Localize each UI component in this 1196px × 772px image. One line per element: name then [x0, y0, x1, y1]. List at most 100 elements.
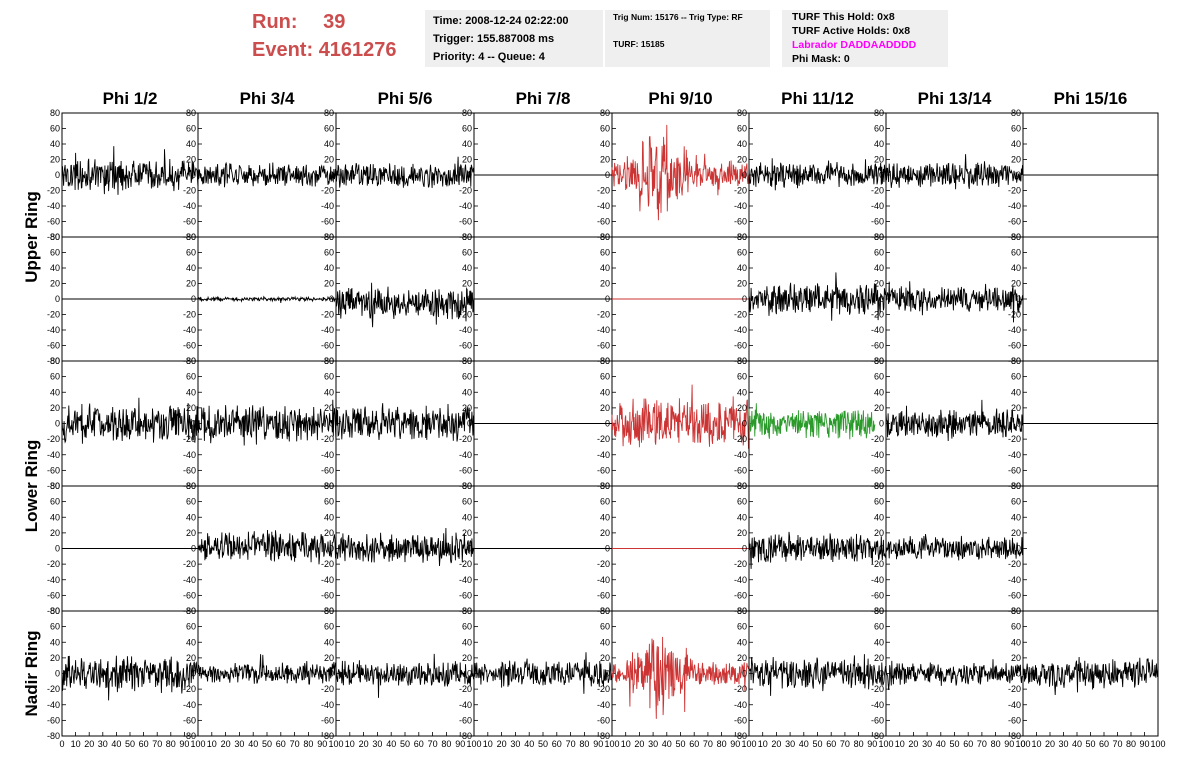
- y-tick-label: 60: [186, 497, 196, 507]
- y-tick-label: -60: [734, 590, 747, 600]
- y-tick-label: 0: [605, 669, 610, 679]
- y-tick-label: 20: [324, 155, 334, 165]
- y-tick-label: 20: [737, 653, 747, 663]
- y-tick-label: -20: [183, 434, 196, 444]
- x-tick-label: 90: [179, 739, 189, 749]
- y-tick-label: 60: [600, 497, 610, 507]
- y-tick-label: -20: [734, 434, 747, 444]
- y-tick-label: 0: [605, 544, 610, 554]
- turf-hold-text: TURF This Hold: 0x8: [792, 11, 895, 23]
- y-tick-label: -40: [597, 700, 610, 710]
- y-tick-label: 80: [1011, 108, 1021, 118]
- y-tick-label: 80: [186, 606, 196, 616]
- y-tick-label: -20: [871, 559, 884, 569]
- y-tick-label: 20: [462, 403, 472, 413]
- x-tick-label: 20: [634, 739, 644, 749]
- y-tick-label: -40: [597, 450, 610, 460]
- y-tick-label: 0: [191, 544, 196, 554]
- x-tick-label: 70: [290, 739, 300, 749]
- y-tick-label: 20: [186, 279, 196, 289]
- y-tick-label: -80: [321, 731, 334, 741]
- y-tick-label: 20: [324, 653, 334, 663]
- x-tick-label: 90: [1004, 739, 1014, 749]
- y-tick-label: 60: [462, 372, 472, 382]
- y-tick-label: -60: [183, 715, 196, 725]
- y-tick-label: 20: [737, 403, 747, 413]
- y-tick-label: -60: [459, 715, 472, 725]
- x-tick-label: 100: [604, 739, 619, 749]
- x-tick-label: 50: [812, 739, 822, 749]
- y-tick-label: 20: [462, 155, 472, 165]
- waveform-trace: [1022, 656, 1159, 696]
- y-tick-label: 40: [737, 263, 747, 273]
- x-tick-label: 40: [248, 739, 258, 749]
- x-tick-label: 90: [455, 739, 465, 749]
- x-tick-label: 30: [510, 739, 520, 749]
- waveform-trace: [473, 652, 613, 694]
- y-tick-label: 0: [191, 294, 196, 304]
- y-tick-label: 0: [742, 544, 747, 554]
- y-tick-label: 60: [324, 497, 334, 507]
- y-tick-label: 0: [55, 294, 60, 304]
- y-tick-label: -40: [459, 201, 472, 211]
- y-tick-label: 40: [50, 637, 60, 647]
- y-tick-label: 0: [605, 419, 610, 429]
- y-tick-label: 80: [737, 108, 747, 118]
- x-tick-label: 10: [758, 739, 768, 749]
- x-tick-label: 20: [84, 739, 94, 749]
- y-tick-label: 80: [600, 481, 610, 491]
- x-tick-label: 60: [139, 739, 149, 749]
- y-tick-label: 40: [186, 139, 196, 149]
- x-tick-label: 20: [497, 739, 507, 749]
- y-tick-label: 60: [50, 248, 60, 258]
- y-tick-label: 80: [1011, 356, 1021, 366]
- y-tick-label: 80: [1011, 232, 1021, 242]
- waveform-trace: [611, 124, 750, 221]
- column-title: Phi 3/4: [240, 89, 295, 108]
- event-label: Event:: [252, 39, 314, 61]
- y-tick-label: -60: [597, 465, 610, 475]
- y-tick-label: 60: [600, 248, 610, 258]
- waveform-trace: [61, 655, 199, 701]
- y-tick-label: 20: [600, 155, 610, 165]
- y-tick-label: -20: [459, 186, 472, 196]
- y-tick-label: -80: [47, 731, 60, 741]
- waveform-trace: [335, 653, 475, 698]
- y-tick-label: 20: [600, 528, 610, 538]
- y-tick-label: 20: [186, 528, 196, 538]
- y-tick-label: 60: [50, 497, 60, 507]
- y-tick-label: -40: [1008, 325, 1021, 335]
- y-tick-label: 40: [50, 139, 60, 149]
- y-tick-label: -20: [459, 559, 472, 569]
- y-tick-label: 60: [324, 622, 334, 632]
- y-tick-label: -40: [459, 700, 472, 710]
- turf-text: TURF: 15185: [613, 39, 665, 49]
- y-tick-label: 40: [874, 263, 884, 273]
- y-tick-label: -40: [734, 201, 747, 211]
- y-tick-label: -60: [459, 590, 472, 600]
- x-tick-label: 40: [1072, 739, 1082, 749]
- y-tick-label: -60: [321, 465, 334, 475]
- y-tick-label: -80: [871, 731, 884, 741]
- event-line: Event: 4161276: [252, 36, 422, 64]
- y-tick-label: 80: [324, 232, 334, 242]
- y-tick-label: -60: [321, 715, 334, 725]
- y-tick-label: 40: [324, 387, 334, 397]
- y-tick-label: -40: [183, 450, 196, 460]
- y-tick-label: -20: [47, 559, 60, 569]
- y-tick-label: -20: [183, 559, 196, 569]
- y-tick-label: -40: [183, 575, 196, 585]
- y-tick-label: -60: [871, 715, 884, 725]
- waveform-trace: [885, 154, 1024, 190]
- y-tick-label: 0: [467, 669, 472, 679]
- x-tick-label: 40: [799, 739, 809, 749]
- y-tick-label: -20: [47, 684, 60, 694]
- y-tick-label: 40: [600, 387, 610, 397]
- x-tick-label: 40: [386, 739, 396, 749]
- y-tick-label: -60: [1008, 341, 1021, 351]
- x-tick-label: 10: [483, 739, 493, 749]
- y-tick-label: 40: [737, 387, 747, 397]
- y-tick-label: 40: [50, 387, 60, 397]
- waveform-trace: [885, 281, 1024, 323]
